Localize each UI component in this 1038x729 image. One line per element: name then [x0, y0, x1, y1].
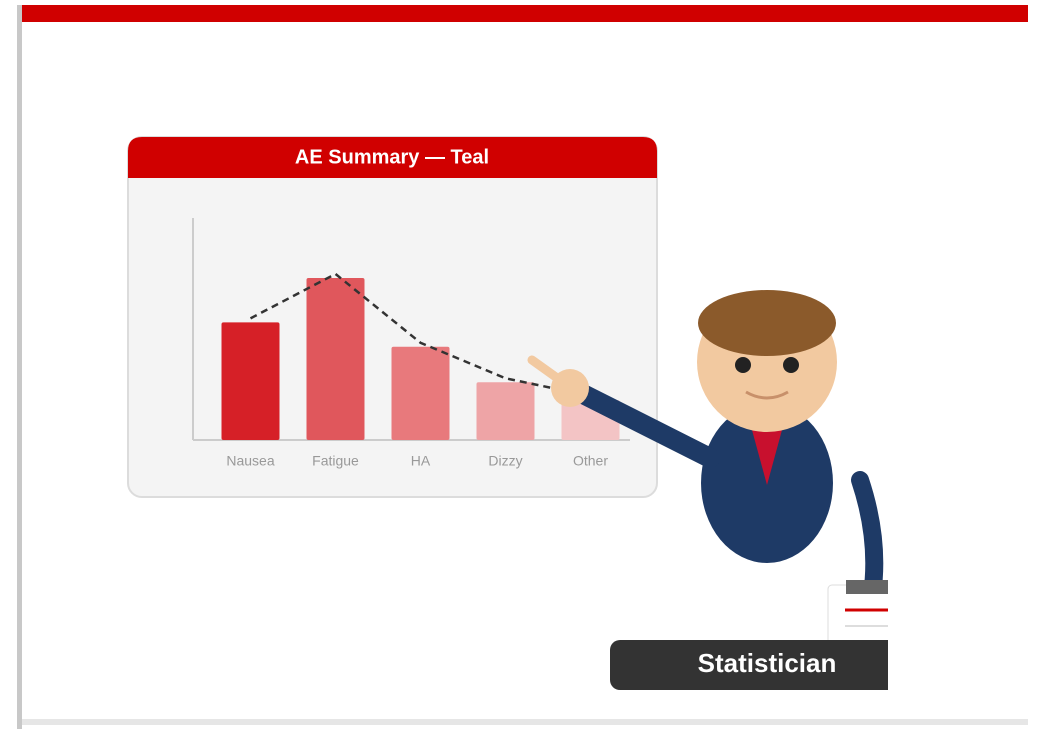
chart-card: AE Summary — Teal — [128, 137, 657, 497]
eye — [735, 357, 751, 373]
bar — [307, 278, 365, 440]
x-tick-label: HA — [411, 453, 431, 469]
bottom-border — [22, 719, 1028, 725]
x-tick-label: Dizzy — [488, 453, 522, 469]
bar — [392, 347, 450, 440]
x-tick-label: Other — [573, 453, 608, 469]
card-body — [128, 137, 657, 497]
caption: Statistician — [698, 648, 837, 678]
chart-title: AE Summary — Teal — [295, 146, 489, 168]
eye — [783, 357, 799, 373]
page: AE Summary — Teal Nausea Fatigue HA Dizzy Ot… — [0, 0, 1038, 729]
bar — [222, 322, 280, 440]
hair — [698, 290, 836, 356]
x-tick-label: Fatigue — [312, 453, 359, 469]
x-tick-label: Nausea — [226, 453, 274, 469]
bar — [477, 382, 535, 440]
top-bar — [22, 5, 1028, 22]
left-border — [17, 5, 22, 729]
